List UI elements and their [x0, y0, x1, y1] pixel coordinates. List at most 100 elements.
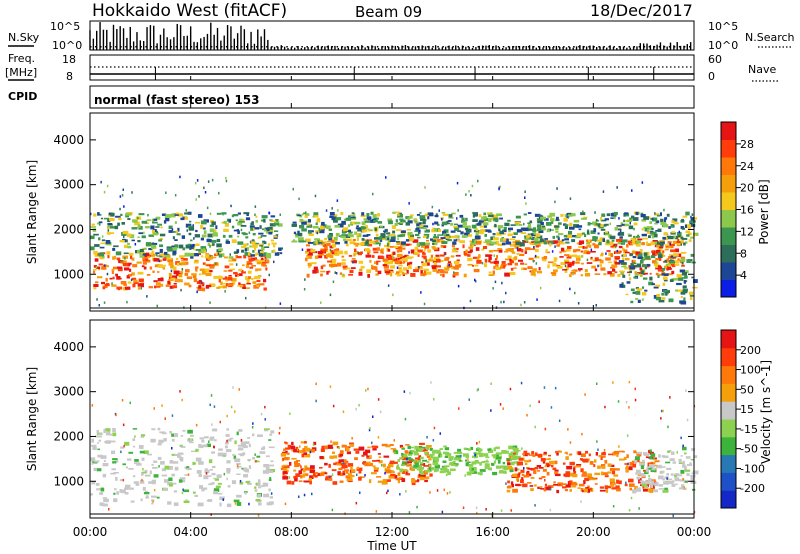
heatmap-cell: [580, 250, 583, 253]
heatmap-cell: [181, 398, 183, 402]
heatmap-cell: [599, 259, 604, 264]
heatmap-cell: [396, 250, 400, 253]
heatmap-cell: [476, 448, 481, 452]
heatmap-cell: [536, 218, 543, 222]
heatmap-cell: [620, 242, 624, 245]
heatmap-cell: [316, 238, 320, 241]
heatmap-cell: [673, 260, 679, 264]
heatmap-cell: [642, 237, 648, 240]
heatmap-cell: [231, 258, 237, 262]
heatmap-cell: [263, 493, 269, 498]
heatmap-cell: [346, 243, 349, 247]
heatmap-cell: [145, 242, 152, 246]
heatmap-cell: [392, 230, 396, 234]
heatmap-cell: [625, 219, 628, 222]
heatmap-cell: [649, 451, 652, 455]
heatmap-cell: [495, 465, 502, 469]
y-tick-label: 3000: [53, 178, 84, 192]
heatmap-cell: [148, 481, 153, 484]
heatmap-cell: [195, 266, 199, 269]
heatmap-cell: [437, 234, 444, 236]
heatmap-cell: [341, 444, 347, 448]
heatmap-cell: [248, 252, 251, 256]
heatmap-cell: [333, 219, 338, 223]
heatmap-cell: [179, 255, 185, 258]
colorbar-tick-label: 8: [740, 247, 747, 260]
heatmap-cell: [438, 229, 441, 232]
heatmap-cell: [106, 433, 109, 436]
heatmap-cell: [238, 465, 242, 468]
heatmap-cell: [586, 251, 591, 255]
heatmap-cell: [106, 272, 109, 276]
heatmap-cell: [524, 190, 526, 193]
heatmap-cell: [433, 228, 438, 232]
heatmap-cell: [528, 266, 533, 269]
heatmap-cell: [266, 502, 273, 506]
heatmap-cell: [263, 278, 267, 283]
heatmap-cell: [644, 480, 651, 485]
nsearch-dot: [638, 46, 641, 48]
heatmap-cell: [369, 229, 373, 232]
heatmap-cell: [624, 257, 630, 261]
heatmap-cell: [294, 478, 298, 482]
heatmap-cell: [180, 457, 184, 459]
heatmap-cell: [566, 216, 569, 219]
heatmap-cell: [344, 469, 349, 472]
heatmap-cell: [505, 291, 507, 295]
heatmap-cell: [651, 250, 655, 253]
heatmap-cell: [317, 239, 320, 243]
heatmap-cell: [225, 279, 228, 282]
heatmap-cell: [133, 279, 138, 284]
heatmap-cell: [246, 213, 249, 216]
heatmap-cell: [423, 302, 426, 306]
heatmap-cell: [366, 213, 370, 217]
heatmap-cell: [633, 276, 638, 279]
heatmap-cell: [625, 481, 627, 485]
heatmap-cell: [520, 303, 522, 307]
plot-title: Hokkaido West (fitACF): [92, 1, 287, 21]
heatmap-cell: [90, 493, 93, 496]
heatmap-cell: [575, 465, 581, 468]
nsearch-dot: [683, 46, 686, 48]
heatmap-cell: [145, 252, 150, 257]
heatmap-cell: [439, 448, 443, 450]
heatmap-cell: [239, 273, 243, 277]
heatmap-cell: [453, 271, 455, 274]
heatmap-cell: [153, 242, 158, 245]
heatmap-cell: [339, 453, 344, 457]
heatmap-cell: [639, 267, 643, 271]
heatmap-cell: [523, 467, 525, 470]
heatmap-cell: [630, 288, 635, 291]
heatmap-cell: [523, 475, 526, 478]
heatmap-cell: [375, 242, 382, 245]
heatmap-cell: [404, 254, 409, 257]
heatmap-cell: [371, 472, 377, 475]
heatmap-cell: [581, 474, 587, 477]
heatmap-cell: [551, 464, 554, 468]
heatmap-cell: [330, 258, 337, 261]
heatmap-cell: [567, 263, 572, 268]
heatmap-cell: [625, 400, 628, 404]
heatmap-cell: [347, 473, 352, 477]
heatmap-cell: [367, 387, 369, 391]
heatmap-cell: [326, 271, 329, 275]
heatmap-cell: [241, 249, 245, 253]
heatmap-cell: [126, 213, 132, 216]
heatmap-cell: [349, 442, 354, 445]
heatmap-cell: [617, 228, 622, 231]
heatmap-cell: [655, 220, 660, 224]
heatmap-cell: [158, 465, 160, 468]
heatmap-cell: [609, 235, 616, 240]
heatmap-cell: [619, 236, 623, 239]
heatmap-cell: [364, 248, 370, 252]
heatmap-cell: [444, 455, 449, 458]
heatmap-cell: [269, 223, 276, 227]
heatmap-cell: [434, 221, 439, 225]
heatmap-cell: [133, 282, 139, 285]
heatmap-cell: [641, 219, 647, 222]
heatmap-cell: [197, 253, 201, 255]
heatmap-cell: [495, 258, 498, 261]
heatmap-cell: [225, 449, 232, 453]
heatmap-cell: [289, 412, 291, 415]
heatmap-cell: [467, 461, 471, 463]
